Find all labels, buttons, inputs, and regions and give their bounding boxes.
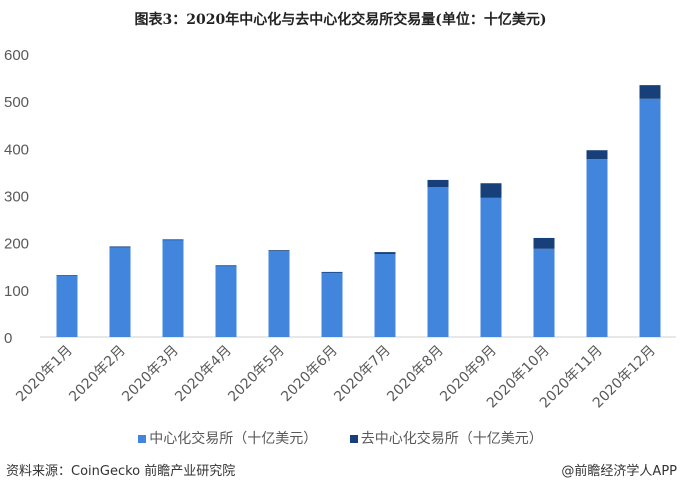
credit-note: @前瞻经济学人APP (561, 464, 677, 479)
bar-decentralized (639, 85, 661, 99)
x-tick-label: 2020年8月 (384, 343, 447, 406)
x-tick-label: 2020年5月 (225, 343, 288, 406)
bar-centralized (215, 265, 237, 337)
bar-decentralized (56, 275, 78, 277)
bar-decentralized (321, 271, 343, 273)
bar-centralized (56, 275, 78, 337)
stacked-bar-chart: 0 100 200 300 400 500 600 2020年1月2020年2月2020年3月… (4, 47, 676, 411)
legend-swatch-centralized (138, 435, 147, 443)
bar-centralized (321, 272, 343, 337)
chart-title: 图表3：2020年中心化与去中心化交易所交易量(单位：十亿美元) (134, 12, 547, 28)
legend-swatch-decentralized (349, 435, 358, 443)
bar-centralized (268, 250, 290, 337)
source-note: 资料来源：CoinGecko 前瞻产业研究院 (6, 464, 236, 479)
y-tick-label: 200 (4, 236, 29, 253)
legend-item-decentralized: 去中心化交易所（十亿美元） (349, 431, 543, 447)
bar-centralized (162, 239, 184, 337)
x-tick-label: 2020年2月 (66, 343, 129, 406)
legend: 中心化交易所（十亿美元） 去中心化交易所（十亿美元） (0, 428, 681, 448)
bar-centralized (109, 246, 131, 337)
bar-decentralized (374, 252, 396, 254)
x-tick-label: 2020年6月 (278, 343, 341, 406)
bar-decentralized (109, 246, 131, 248)
bar-centralized (374, 253, 396, 337)
bar-centralized (533, 248, 555, 337)
bar-decentralized (586, 150, 608, 160)
bar-decentralized (268, 250, 290, 252)
y-tick-label: 500 (4, 94, 29, 111)
legend-label-decentralized: 去中心化交易所（十亿美元） (360, 431, 543, 447)
bar-centralized (586, 159, 608, 337)
bar-decentralized (480, 183, 502, 198)
legend-label-centralized: 中心化交易所（十亿美元） (149, 431, 318, 447)
bar-decentralized (162, 239, 184, 241)
bar-centralized (427, 187, 449, 337)
y-tick-label: 400 (4, 141, 29, 158)
bar-decentralized (427, 179, 449, 188)
x-tick-label: 2020年7月 (331, 343, 394, 406)
x-tick-label: 2020年4月 (172, 343, 235, 406)
x-tick-label: 2020年3月 (119, 343, 182, 406)
bar-decentralized (533, 237, 555, 249)
y-tick-label: 300 (4, 189, 29, 206)
y-tick-label: 100 (4, 283, 29, 300)
y-tick-label: 0 (4, 330, 12, 347)
x-tick-label: 2020年1月 (13, 343, 76, 406)
legend-item-centralized: 中心化交易所（十亿美元） (138, 431, 317, 447)
bar-centralized (639, 98, 661, 337)
y-tick-label: 600 (4, 47, 29, 64)
bar-decentralized (215, 265, 237, 267)
bar-centralized (480, 197, 502, 337)
